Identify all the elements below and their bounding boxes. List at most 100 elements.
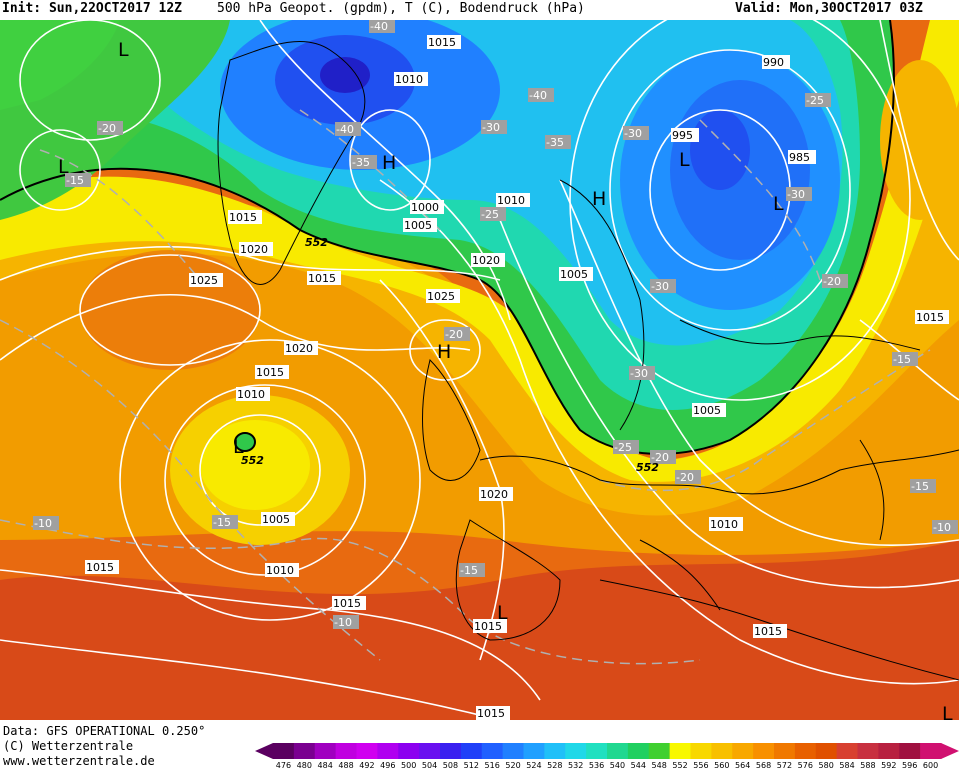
temperature-label: -20 — [651, 451, 669, 464]
isobar-label: 1010 — [395, 73, 423, 86]
legend-value-label: 584 — [839, 761, 854, 769]
legend-value-label: 512 — [464, 761, 479, 769]
legend-swatch — [273, 743, 295, 759]
legend-value-label: 508 — [443, 761, 458, 769]
legend-value-label: 564 — [735, 761, 750, 769]
isobar-label: 1005 — [560, 268, 588, 281]
temperature-label: -25 — [481, 208, 499, 221]
legend-value-label: 524 — [526, 761, 541, 769]
temperature-labels: -40 -40 -40 -35 -35 -30 -30 -25 -25 -20 … — [33, 20, 958, 629]
legend-swatch — [627, 743, 650, 759]
legend-value-label: 540 — [610, 761, 625, 769]
legend-swatch — [356, 743, 378, 759]
legend-value-label: 556 — [693, 761, 708, 769]
legend-value-label: 488 — [338, 761, 353, 769]
legend-value-label: 480 — [297, 761, 312, 769]
legend-swatch — [836, 743, 858, 759]
contour-552-ring — [234, 432, 256, 452]
temperature-label: -30 — [630, 367, 648, 380]
legend-swatch — [899, 743, 921, 759]
legend-swatch — [523, 743, 545, 759]
low-center-marker: L — [679, 149, 690, 171]
isobar-label: 1005 — [262, 513, 290, 526]
legend-swatch — [586, 743, 608, 759]
temperature-label: -35 — [352, 156, 370, 169]
legend-value-label: 476 — [276, 761, 291, 769]
legend-swatch — [460, 743, 483, 759]
isobar-label: 1020 — [472, 254, 500, 267]
legend-swatch — [732, 743, 754, 759]
temperature-label: -40 — [529, 89, 547, 102]
legend-value-label: 560 — [714, 761, 729, 769]
color-legend: 476 480 484 488 492 496 500 504 508 512 516 520 524 5… — [255, 743, 959, 769]
isobar-label: 1010 — [237, 388, 265, 401]
legend-value-label: 504 — [422, 761, 437, 769]
legend-value-label: 528 — [547, 761, 562, 769]
isobar-label: 1005 — [404, 219, 432, 232]
isobar-label: 1015 — [474, 620, 502, 633]
legend-value-label: 588 — [860, 761, 875, 769]
geopot-label: 552 — [305, 236, 328, 249]
temperature-label: -15 — [213, 516, 231, 529]
legend-swatch — [878, 743, 900, 759]
legend-swatch — [857, 743, 879, 759]
legend-swatch — [648, 743, 671, 759]
legend-value-label: 500 — [401, 761, 416, 769]
legend-swatch — [669, 743, 691, 759]
legend-swatch — [377, 743, 399, 759]
map-header: Init: Sun,22OCT2017 12Z 500 hPa Geopot. … — [0, 0, 959, 20]
high-warm-area — [80, 250, 260, 370]
isobar-lines — [0, 20, 959, 720]
legend-swatch — [398, 743, 420, 759]
legend-value-label: 520 — [505, 761, 520, 769]
coastlines — [217, 41, 959, 681]
legend-swatch — [440, 743, 462, 759]
legend-swatch — [774, 743, 796, 759]
website-link[interactable]: www.wetterzentrale.de — [3, 754, 155, 768]
legend-swatch — [419, 743, 441, 759]
temperature-label: -10 — [933, 521, 951, 534]
legend-swatch — [565, 743, 587, 759]
legend-swatch — [794, 743, 817, 759]
legend-labels: 476 480 484 488 492 496 500 504 508 512 516 520 524 5… — [276, 761, 938, 769]
legend-swatch — [481, 743, 504, 759]
low-center-marker: L — [233, 436, 244, 458]
low-center-marker: L — [118, 39, 129, 61]
legend-value-label: 576 — [798, 761, 813, 769]
data-source-text: Data: GFS OPERATIONAL 0.250° — [3, 724, 206, 738]
isobar-label: 1010 — [266, 564, 294, 577]
isobar-label: 1015 — [86, 561, 114, 574]
high-center-marker: H — [382, 152, 396, 174]
weather-map: 1015 1010 1020 1025 1015 990 995 985 100… — [0, 20, 959, 720]
isobar-label: 1020 — [480, 488, 508, 501]
temperature-label: -15 — [460, 564, 478, 577]
isobar-label: 1015 — [428, 36, 456, 49]
geopot-label: 552 — [636, 461, 659, 474]
copyright-text: (C) Wetterzentrale — [3, 739, 134, 753]
isobar-label: 1020 — [285, 342, 313, 355]
legend-value-label: 548 — [652, 761, 667, 769]
isobar-label: 1015 — [477, 707, 505, 720]
legend-value-label: 592 — [881, 761, 896, 769]
legend-swatches — [255, 743, 959, 759]
temperature-label: -30 — [651, 280, 669, 293]
legend-swatch — [815, 743, 838, 759]
legend-swatch — [711, 743, 733, 759]
init-time: Init: Sun,22OCT2017 12Z — [2, 1, 183, 16]
legend-swatch — [690, 743, 712, 759]
isobar-label: 995 — [672, 129, 693, 142]
temperature-label: -35 — [546, 136, 564, 149]
map-title: 500 hPa Geopot. (gpdm), T (C), Bodendruc… — [217, 1, 585, 16]
legend-value-label: 580 — [819, 761, 834, 769]
legend-arrow-right — [941, 743, 959, 759]
low-center-marker: L — [497, 602, 508, 624]
temperature-label: -10 — [334, 616, 352, 629]
legend-swatch — [920, 743, 942, 759]
temperature-label: -20 — [823, 275, 841, 288]
isobar-label: 1000 — [411, 201, 439, 214]
isobar-label: 1015 — [754, 625, 782, 638]
isobar-label: 1015 — [256, 366, 284, 379]
low-center-marker: L — [942, 703, 953, 720]
geopot-labels: 552 552 552 — [241, 236, 659, 474]
temperature-label: -25 — [614, 441, 632, 454]
